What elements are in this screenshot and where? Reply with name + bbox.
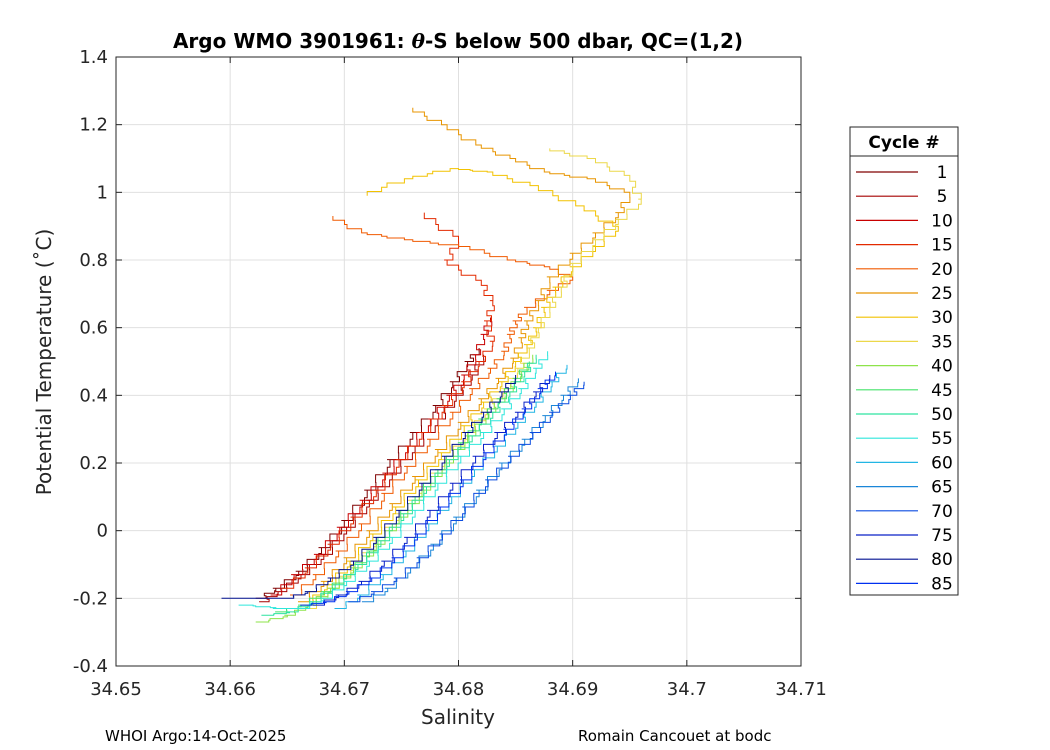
chart-title: Argo WMO 3901961: θ-S below 500 dbar, QC… (173, 29, 743, 53)
x-tick-label: 34.67 (319, 679, 371, 700)
legend-title: Cycle # (868, 133, 939, 153)
legend-label: 25 (931, 284, 953, 304)
legend-label: 55 (931, 429, 953, 449)
y-tick-label: 1 (97, 182, 108, 203)
series-line-cycle-25 (298, 107, 631, 603)
series-line-cycle-1 (255, 348, 480, 599)
chart-title-suffix: -S below 500 dbar, QC=(1,2) (425, 29, 743, 53)
y-tick-label: 1.2 (79, 115, 108, 136)
footer-left: WHOI Argo:14-Oct-2025 (105, 727, 286, 745)
series-line-cycle-20 (290, 216, 574, 596)
legend-label: 20 (931, 260, 953, 280)
legend-label: 15 (931, 236, 953, 256)
y-tick-label: -0.2 (73, 588, 108, 609)
series-line-cycle-80 (221, 375, 517, 599)
footer-right: Romain Cancouet at bodc (578, 727, 771, 745)
series-line-cycle-65 (361, 378, 579, 603)
legend: Cycle # 15101520253035404550556065707580… (849, 126, 959, 596)
x-tick-label: 34.65 (90, 679, 142, 700)
legend-label: 85 (931, 574, 953, 594)
y-tick-label: -0.4 (73, 656, 108, 677)
legend-label: 40 (931, 357, 953, 377)
legend-label: 80 (931, 550, 953, 570)
x-tick-label: 34.69 (547, 679, 599, 700)
y-tick-label: 0.4 (79, 385, 108, 406)
plot-clip (221, 107, 642, 623)
ticks: 34.65 34.66 34.67 34.68 34.69 34.7 34.71 -0.4 -0… (73, 47, 827, 700)
y-tick-label: 0.6 (79, 318, 108, 339)
legend-label: 50 (931, 405, 953, 425)
legend-label: 1 (937, 163, 948, 183)
x-axis-title: Salinity (421, 705, 495, 729)
legend-label: 35 (931, 332, 953, 352)
legend-label: 30 (931, 308, 953, 328)
x-tick-label: 34.7 (667, 679, 707, 700)
legend-label: 10 (931, 211, 953, 231)
legend-label: 5 (937, 187, 948, 207)
x-tick-label: 34.71 (775, 679, 827, 700)
series-line-cycle-50 (261, 354, 537, 616)
y-tick-label: 1.4 (79, 47, 108, 68)
series-layer (221, 107, 642, 623)
y-tick-label: 0.2 (79, 453, 108, 474)
x-tick-label: 34.68 (433, 679, 485, 700)
legend-label: 65 (931, 478, 953, 498)
legend-label: 45 (931, 381, 953, 401)
legend-label: 60 (931, 453, 953, 473)
x-tick-label: 34.66 (204, 679, 256, 700)
chart-title-prefix: Argo WMO 3901961: (173, 29, 412, 53)
y-tick-label: 0.8 (79, 250, 108, 271)
chart-title-theta: θ (412, 29, 426, 53)
y-tick-label: 0 (97, 521, 108, 542)
legend-label: 70 (931, 502, 953, 522)
series-line-cycle-85 (300, 371, 556, 606)
legend-box (849, 126, 959, 596)
series-line-cycle-55 (238, 351, 549, 609)
series-line-cycle-30 (301, 168, 619, 606)
legend-label: 75 (931, 526, 953, 546)
y-axis-title: Potential Temperature (˚C) (32, 229, 56, 496)
series-line-cycle-70 (348, 381, 585, 603)
series-line-cycle-15 (282, 212, 495, 589)
